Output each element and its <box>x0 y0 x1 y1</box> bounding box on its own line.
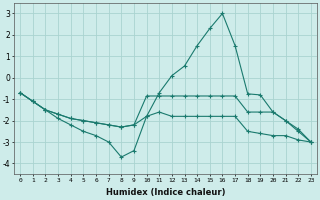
X-axis label: Humidex (Indice chaleur): Humidex (Indice chaleur) <box>106 188 225 197</box>
